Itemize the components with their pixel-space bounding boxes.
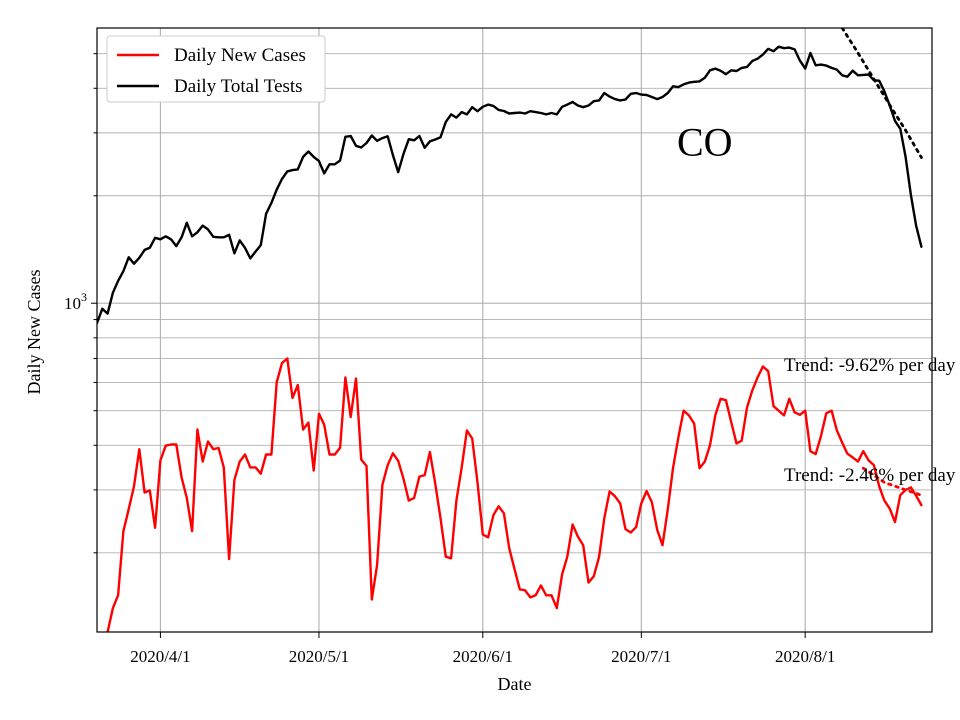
- trend-label: Trend: -2.46% per day: [784, 465, 956, 486]
- x-tick-label: 2020/4/1: [130, 647, 190, 666]
- state-annotation: CO: [677, 120, 733, 165]
- legend: Daily New Cases Daily Total Tests: [107, 36, 325, 102]
- legend-label-new-cases: Daily New Cases: [174, 45, 306, 66]
- x-tick-label: 2020/7/1: [611, 647, 671, 666]
- x-axis-label: Date: [498, 674, 532, 694]
- trend-label: Trend: -9.62% per day: [784, 355, 956, 376]
- x-tick-label: 2020/5/1: [289, 647, 349, 666]
- x-tick-label: 2020/8/1: [775, 647, 835, 666]
- y-axis-label: Daily New Cases: [24, 270, 44, 395]
- x-tick-label: 2020/6/1: [453, 647, 513, 666]
- y-tick-exponent: 3: [81, 290, 87, 304]
- legend-label-total-tests: Daily Total Tests: [174, 76, 303, 97]
